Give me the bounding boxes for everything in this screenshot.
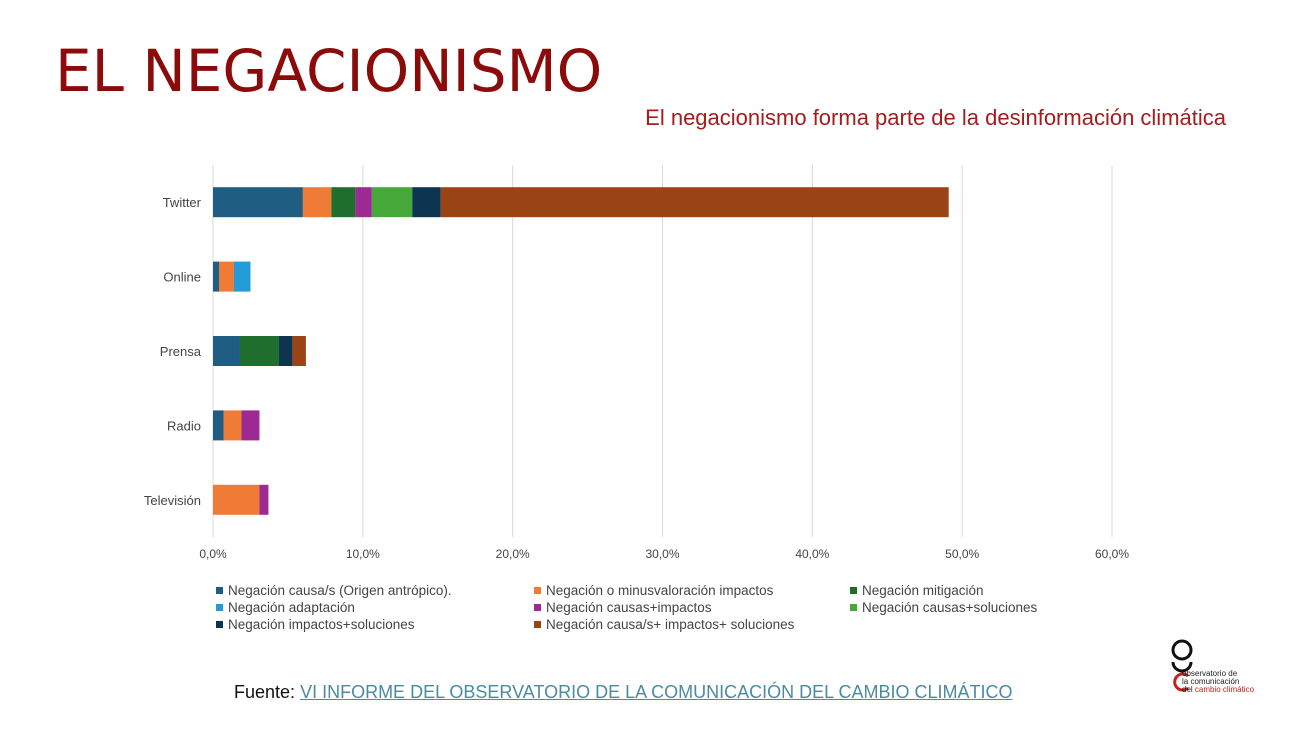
legend-swatch (534, 621, 541, 628)
legend-swatch (534, 604, 541, 611)
bar-segment (259, 484, 269, 515)
bar-segment (213, 187, 303, 218)
category-label: Online (163, 270, 201, 285)
bar-segment (331, 187, 356, 218)
legend-swatch (216, 621, 223, 628)
legend-swatch (850, 604, 857, 611)
legend-swatch (534, 587, 541, 594)
legend-label: Negación adaptación (228, 600, 355, 615)
legend-item: Negación adaptación (216, 599, 534, 616)
legend-item: Negación causas+soluciones (850, 599, 1066, 616)
legend-item: Negación causa/s (Origen antrópico). (216, 582, 534, 599)
logo-line-2: la comunicación (1182, 677, 1240, 686)
bars (213, 187, 949, 515)
category-label: Televisión (144, 493, 201, 508)
legend-label: Negación causa/s (Origen antrópico). (228, 583, 452, 598)
legend-swatch (850, 587, 857, 594)
bar-segment (241, 410, 260, 441)
gridlines (212, 165, 1113, 537)
bar-segment (213, 261, 219, 292)
legend-label: Negación mitigación (862, 583, 984, 598)
legend-item: Negación causas+impactos (534, 599, 850, 616)
x-tick-label: 40,0% (795, 547, 829, 561)
legend-item: Negación o minusvaloración impactos (534, 582, 850, 599)
legend-item: Negación impactos+soluciones (216, 616, 534, 633)
x-tick-label: 10,0% (346, 547, 380, 561)
legend-label: Negación o minusvaloración impactos (546, 583, 774, 598)
x-tick-labels: 0,0% 10,0% 20,0% 30,0% 40,0% 50,0% 60,0% (199, 547, 1129, 561)
legend-label: Negación causas+impactos (546, 600, 712, 615)
bar-segment (233, 261, 251, 292)
bar-segment (371, 187, 413, 218)
x-tick-label: 0,0% (199, 547, 227, 561)
bar-segment (239, 336, 279, 366)
bar-segment (278, 336, 293, 366)
bar-segment (218, 261, 234, 292)
chart-legend: Negación causa/s (Origen antrópico). Nega… (216, 582, 1066, 633)
x-tick-label: 30,0% (645, 547, 679, 561)
bar-segment (292, 336, 306, 366)
legend-swatch (216, 604, 223, 611)
legend-item: Negación mitigación (850, 582, 1066, 599)
page-title: EL NEGACIONISMO (55, 37, 603, 105)
bar-segment (355, 187, 372, 218)
legend-label: Negación causa/s+ impactos+ soluciones (546, 617, 795, 632)
legend-item: Negación causa/s+ impactos+ soluciones (534, 616, 850, 633)
bar-segment (440, 187, 949, 218)
category-labels: Twitter Online Prensa Radio Televisión (144, 195, 202, 508)
logo-line-1: observatorio de (1182, 669, 1238, 678)
legend-label: Negación causas+soluciones (862, 600, 1038, 615)
x-tick-label: 60,0% (1095, 547, 1129, 561)
bar-segment (213, 484, 260, 515)
bar-segment (213, 336, 240, 366)
logo-line-3a: del (1182, 685, 1195, 694)
page-subtitle: El negacionismo forma parte de la desinf… (645, 105, 1226, 130)
category-label: Radio (167, 418, 201, 433)
bar-segment (213, 410, 224, 441)
logo-line-3b: cambio climático (1194, 685, 1255, 694)
x-tick-label: 50,0% (945, 547, 979, 561)
legend-swatch (216, 587, 223, 594)
source-label: Fuente: (234, 682, 296, 702)
category-label: Prensa (160, 344, 202, 359)
x-tick-label: 20,0% (496, 547, 530, 561)
category-label: Twitter (163, 195, 202, 210)
bar-segment (302, 187, 332, 218)
logo-line-3: del cambio climático (1182, 686, 1254, 694)
bar-segment (223, 410, 242, 441)
observatorio-logo (1171, 639, 1193, 692)
legend-label: Negación impactos+soluciones (228, 617, 415, 632)
source-link[interactable]: VI INFORME DEL OBSERVATORIO DE LA COMUNI… (300, 682, 1013, 702)
source-note: Fuente: VI INFORME DEL OBSERVATORIO DE L… (234, 682, 1013, 703)
logo-text: observatorio de la comunicación del camb… (1182, 670, 1254, 694)
bar-segment (412, 187, 441, 218)
